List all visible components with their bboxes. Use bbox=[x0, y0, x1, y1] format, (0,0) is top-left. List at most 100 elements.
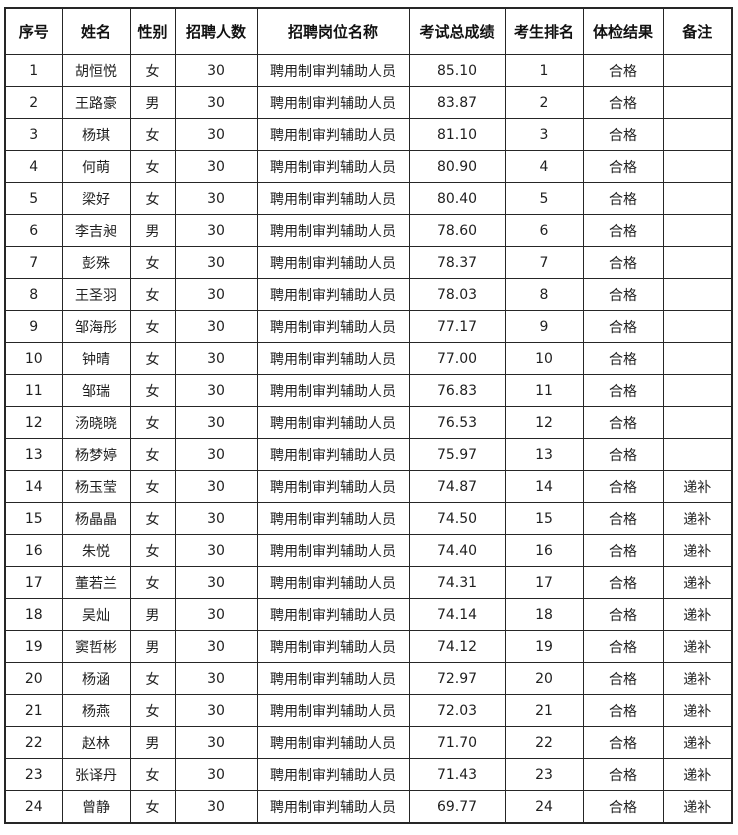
cell-gender: 女 bbox=[129, 790, 176, 824]
cell-rank: 13 bbox=[504, 438, 584, 471]
cell-no: 10 bbox=[4, 342, 63, 375]
cell-name: 汤晓晓 bbox=[61, 406, 131, 439]
cell-result: 合格 bbox=[582, 150, 664, 183]
cell-count: 30 bbox=[174, 374, 258, 407]
cell-position: 聘用制审判辅助人员 bbox=[256, 310, 410, 343]
table-row: 3 杨琪女 30 聘用制审判辅助人员 81.10 3 合格 bbox=[4, 118, 733, 151]
cell-score: 85.10 bbox=[408, 54, 506, 87]
cell-result: 合格 bbox=[582, 374, 664, 407]
cell-count: 30 bbox=[174, 86, 258, 119]
cell-position: 聘用制审判辅助人员 bbox=[256, 598, 410, 631]
cell-score: 74.12 bbox=[408, 630, 506, 663]
cell-remark: 递补 bbox=[662, 630, 733, 663]
cell-name: 胡恒悦 bbox=[61, 54, 131, 87]
cell-rank: 19 bbox=[504, 630, 584, 663]
cell-name: 邹海彤 bbox=[61, 310, 131, 343]
cell-score: 71.43 bbox=[408, 758, 506, 791]
cell-no: 2 bbox=[4, 86, 63, 119]
cell-count: 30 bbox=[174, 566, 258, 599]
cell-score: 74.14 bbox=[408, 598, 506, 631]
cell-count: 30 bbox=[174, 470, 258, 503]
cell-no: 16 bbox=[4, 534, 63, 567]
table-row: 17 董若兰女 30 聘用制审判辅助人员 74.31 17 合格 递补 bbox=[4, 566, 733, 599]
cell-count: 30 bbox=[174, 758, 258, 791]
cell-gender: 男 bbox=[129, 598, 176, 631]
cell-score: 81.10 bbox=[408, 118, 506, 151]
cell-no: 12 bbox=[4, 406, 63, 439]
cell-name: 曾静 bbox=[61, 790, 131, 824]
cell-score: 76.53 bbox=[408, 406, 506, 439]
cell-remark bbox=[662, 182, 733, 215]
cell-position: 聘用制审判辅助人员 bbox=[256, 150, 410, 183]
cell-gender: 女 bbox=[129, 502, 176, 535]
cell-rank: 23 bbox=[504, 758, 584, 791]
cell-count: 30 bbox=[174, 246, 258, 279]
cell-result: 合格 bbox=[582, 790, 664, 824]
cell-name: 杨玉莹 bbox=[61, 470, 131, 503]
cell-gender: 女 bbox=[129, 758, 176, 791]
cell-rank: 10 bbox=[504, 342, 584, 375]
table-row: 10 钟晴女 30 聘用制审判辅助人员 77.00 10 合格 bbox=[4, 342, 733, 375]
cell-no: 17 bbox=[4, 566, 63, 599]
cell-rank: 11 bbox=[504, 374, 584, 407]
cell-gender: 女 bbox=[129, 310, 176, 343]
cell-result: 合格 bbox=[582, 438, 664, 471]
cell-rank: 9 bbox=[504, 310, 584, 343]
cell-gender: 女 bbox=[129, 118, 176, 151]
column-header-gender: 性别 bbox=[129, 7, 176, 55]
cell-score: 74.40 bbox=[408, 534, 506, 567]
cell-count: 30 bbox=[174, 182, 258, 215]
cell-no: 6 bbox=[4, 214, 63, 247]
cell-rank: 20 bbox=[504, 662, 584, 695]
cell-count: 30 bbox=[174, 214, 258, 247]
column-header-no: 序号 bbox=[4, 7, 63, 55]
cell-remark: 递补 bbox=[662, 502, 733, 535]
cell-count: 30 bbox=[174, 790, 258, 824]
cell-result: 合格 bbox=[582, 54, 664, 87]
cell-position: 聘用制审判辅助人员 bbox=[256, 86, 410, 119]
cell-position: 聘用制审判辅助人员 bbox=[256, 278, 410, 311]
cell-no: 14 bbox=[4, 470, 63, 503]
cell-remark: 递补 bbox=[662, 566, 733, 599]
table-header: 序号 姓名 性别 招聘人数 招聘岗位名称 考试总成绩 考生排名 体检结果 备注 bbox=[4, 7, 733, 55]
cell-result: 合格 bbox=[582, 598, 664, 631]
cell-remark: 递补 bbox=[662, 662, 733, 695]
cell-no: 19 bbox=[4, 630, 63, 663]
cell-remark bbox=[662, 374, 733, 407]
table-row: 22 赵林男 30 聘用制审判辅助人员 71.70 22 合格 递补 bbox=[4, 726, 733, 759]
cell-gender: 男 bbox=[129, 86, 176, 119]
cell-position: 聘用制审判辅助人员 bbox=[256, 214, 410, 247]
cell-no: 18 bbox=[4, 598, 63, 631]
cell-gender: 女 bbox=[129, 662, 176, 695]
cell-position: 聘用制审判辅助人员 bbox=[256, 342, 410, 375]
cell-no: 5 bbox=[4, 182, 63, 215]
cell-name: 钟晴 bbox=[61, 342, 131, 375]
cell-gender: 女 bbox=[129, 342, 176, 375]
table-row: 16 朱悦女 30 聘用制审判辅助人员 74.40 16 合格 递补 bbox=[4, 534, 733, 567]
cell-remark: 递补 bbox=[662, 758, 733, 791]
cell-name: 赵林 bbox=[61, 726, 131, 759]
cell-count: 30 bbox=[174, 662, 258, 695]
cell-position: 聘用制审判辅助人员 bbox=[256, 694, 410, 727]
cell-result: 合格 bbox=[582, 662, 664, 695]
cell-gender: 女 bbox=[129, 54, 176, 87]
cell-gender: 女 bbox=[129, 406, 176, 439]
header-row: 序号 姓名 性别 招聘人数 招聘岗位名称 考试总成绩 考生排名 体检结果 备注 bbox=[4, 7, 733, 55]
column-header-result: 体检结果 bbox=[582, 7, 664, 55]
table-row: 24 曾静女 30 聘用制审判辅助人员 69.77 24 合格 递补 bbox=[4, 790, 733, 824]
table-row: 12 汤晓晓女 30 聘用制审判辅助人员 76.53 12 合格 bbox=[4, 406, 733, 439]
cell-name: 王路豪 bbox=[61, 86, 131, 119]
cell-position: 聘用制审判辅助人员 bbox=[256, 534, 410, 567]
cell-gender: 女 bbox=[129, 182, 176, 215]
cell-name: 杨琪 bbox=[61, 118, 131, 151]
cell-score: 71.70 bbox=[408, 726, 506, 759]
cell-score: 78.60 bbox=[408, 214, 506, 247]
cell-rank: 17 bbox=[504, 566, 584, 599]
cell-score: 78.37 bbox=[408, 246, 506, 279]
cell-no: 15 bbox=[4, 502, 63, 535]
cell-name: 李吉昶 bbox=[61, 214, 131, 247]
cell-score: 69.77 bbox=[408, 790, 506, 824]
table-row: 19 窦哲彬男 30 聘用制审判辅助人员 74.12 19 合格 递补 bbox=[4, 630, 733, 663]
column-header-position: 招聘岗位名称 bbox=[256, 7, 410, 55]
